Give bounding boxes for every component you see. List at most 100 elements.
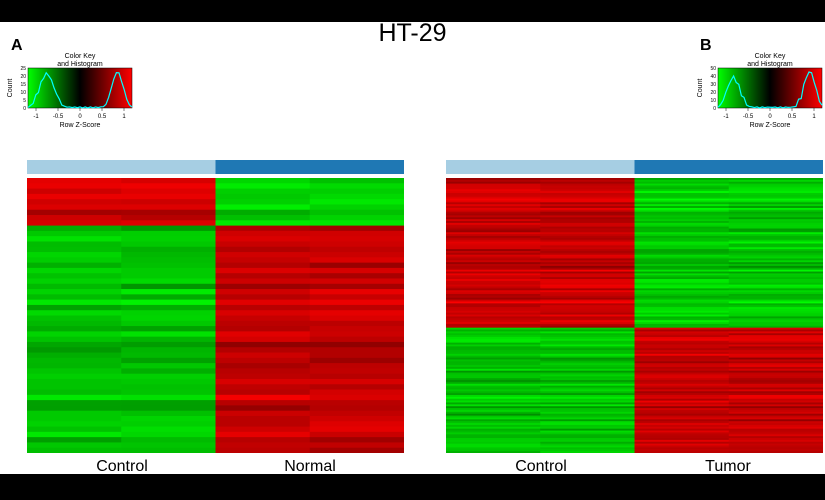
heatmap-cell (634, 277, 730, 280)
heatmap-cell (121, 225, 216, 232)
heatmap-cell (634, 318, 730, 321)
heatmap-cell (27, 447, 122, 453)
heatmap-cell (540, 374, 635, 377)
heatmap-cell (728, 243, 823, 246)
heatmap-cell (540, 241, 635, 244)
heatmap-cell (27, 442, 122, 449)
heatmap-cell (728, 350, 823, 353)
heatmap-cell (540, 230, 635, 233)
heatmap-cell (540, 333, 635, 336)
heatmap-cell (728, 320, 823, 323)
heatmap-cell (446, 396, 541, 400)
heatmap-cell (540, 228, 635, 231)
heatmap-cell (634, 370, 730, 374)
heatmap-cell (215, 415, 311, 422)
heatmap-cell (540, 434, 635, 437)
heatmap-cell (446, 385, 541, 389)
heatmap-cell (634, 432, 730, 435)
heatmap-cell (446, 363, 541, 366)
heatmap-cell (634, 374, 730, 377)
heatmap-cell (446, 322, 541, 325)
heatmap-cell (728, 451, 823, 453)
heatmap-cell (540, 417, 635, 420)
heatmap-cell (634, 406, 730, 409)
color-key-title: Color Key (65, 53, 96, 60)
heatmap-cell (446, 178, 541, 181)
heatmap-cell (446, 331, 541, 334)
heatmap-cell (728, 366, 823, 370)
heatmap-cell (446, 254, 541, 258)
heatmap-cell (121, 415, 216, 422)
heatmap-cell (634, 331, 730, 334)
heatmap-cell (446, 376, 541, 379)
heatmap-cell (121, 204, 216, 211)
heatmap-cell (121, 304, 216, 311)
heatmap-cell (728, 178, 823, 181)
color-key-tick-label: -0.5 (743, 114, 754, 120)
heatmap-cell (634, 393, 730, 396)
heatmap-cell (728, 226, 823, 230)
color-key-ytick-label: 50 (710, 66, 716, 72)
heatmap-cell (27, 405, 122, 412)
heatmap-cell (446, 378, 541, 381)
heatmap-cell (634, 353, 730, 357)
heatmap-cell (728, 271, 823, 274)
heatmap-cell (728, 245, 823, 248)
heatmap-cell (540, 187, 635, 190)
color-key-ytick-label: 0 (713, 106, 716, 112)
heatmap-cell (634, 282, 730, 286)
heatmap-cell (27, 230, 122, 237)
heatmap-cell (446, 338, 541, 342)
heatmap-cell (446, 181, 541, 185)
heatmap-cell (728, 202, 823, 205)
heatmap-cell (27, 368, 122, 375)
group-bar-tumor (634, 160, 823, 174)
heatmap-cell (634, 219, 730, 222)
heatmap-cell (446, 391, 541, 394)
heatmap-cell (540, 320, 635, 323)
heatmap-cell (540, 438, 635, 441)
heatmap-cell (309, 304, 404, 311)
heatmap-cell (446, 381, 541, 385)
heatmap-cell (446, 340, 541, 344)
heatmap-cell (540, 273, 635, 276)
heatmap-cell (634, 183, 730, 186)
heatmap-cell (446, 279, 541, 282)
heatmap-cell (540, 243, 635, 246)
heatmap-cell (540, 355, 635, 359)
heatmap-cell (540, 316, 635, 319)
heatmap-cell (634, 350, 730, 353)
heatmap-cell (540, 290, 635, 293)
heatmap-cell (634, 286, 730, 289)
heatmap-cell (728, 191, 823, 194)
heatmap-cell (540, 254, 635, 258)
heatmap-cell (540, 307, 635, 310)
heatmap-cell (540, 206, 635, 209)
heatmap-cell (215, 209, 311, 216)
heatmap-cell (540, 365, 635, 368)
color-key-tick-label: 1 (812, 114, 816, 120)
heatmap-cell (121, 315, 216, 322)
heatmap-cell (728, 222, 823, 226)
heatmap-cell (446, 183, 541, 186)
color-key-subtitle: and Histogram (57, 61, 103, 68)
heatmap-cell (634, 424, 730, 428)
heatmap-cell (728, 280, 823, 284)
heatmap-cell (728, 295, 823, 299)
heatmap-cell (728, 428, 823, 432)
heatmap-cell (634, 314, 730, 317)
heatmap-cell (27, 178, 122, 184)
heatmap-cell (634, 441, 730, 445)
heatmap-cell (540, 235, 635, 239)
heatmap-cell (728, 419, 823, 422)
heatmap-cell (728, 305, 823, 308)
heatmap-cell (728, 396, 823, 400)
heatmap-cell (446, 434, 541, 437)
heatmap-cell (728, 443, 823, 447)
heatmap-cell (215, 431, 311, 438)
heatmap-cell (215, 257, 311, 264)
heatmap-cell (309, 246, 404, 253)
heatmap-cell (728, 447, 823, 450)
heatmap-cell (634, 387, 730, 390)
heatmap-cell (121, 336, 216, 343)
